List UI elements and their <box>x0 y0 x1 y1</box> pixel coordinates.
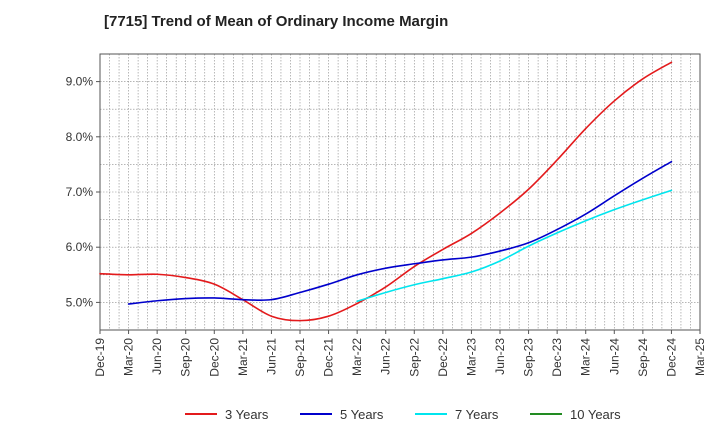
x-tick-label: Mar-25 <box>693 338 707 376</box>
y-tick-label: 8.0% <box>66 130 94 144</box>
legend-label: 3 Years <box>225 407 269 422</box>
x-tick-label: Dec-24 <box>664 338 678 377</box>
legend-label: 7 Years <box>455 407 499 422</box>
legend-item-5-years: 5 Years <box>300 407 384 422</box>
x-tick-label: Dec-23 <box>550 338 564 377</box>
series-line-3-years <box>99 61 673 322</box>
x-tick-label: Jun-21 <box>264 338 278 375</box>
x-tick-label: Jun-20 <box>150 338 164 375</box>
axis-layer: 5.0% 6.0% 7.0% 8.0% 9.0% Dec-19 Mar-20 Jun-20 Se… <box>66 53 707 377</box>
x-tick-label: Mar-24 <box>579 338 593 376</box>
y-tick-label: 7.0% <box>66 185 94 199</box>
x-tick-label: Sep-22 <box>407 338 421 377</box>
legend-label: 5 Years <box>340 407 384 422</box>
x-tick-label: Mar-21 <box>236 338 250 376</box>
legend-item-7-years: 7 Years <box>415 407 499 422</box>
series-line-5-years <box>127 160 673 305</box>
legend-label: 10 Years <box>570 407 621 422</box>
x-tick-label: Mar-23 <box>464 338 478 376</box>
x-tick-label: Dec-22 <box>436 338 450 377</box>
y-tick-label: 6.0% <box>66 240 94 254</box>
legend-item-3-years: 3 Years <box>185 407 269 422</box>
series-layer <box>99 61 673 322</box>
series-line-7-years <box>356 189 673 303</box>
x-tick-label: Mar-22 <box>350 338 364 376</box>
grid-layer <box>100 54 700 330</box>
x-tick-label: Dec-21 <box>322 338 336 377</box>
chart-title: [7715] Trend of Mean of Ordinary Income … <box>104 13 449 30</box>
x-tick-label: Sep-21 <box>293 338 307 377</box>
x-tick-label: Dec-20 <box>207 338 221 377</box>
y-tick-label: 5.0% <box>66 295 94 309</box>
y-tick-label: 9.0% <box>66 75 94 89</box>
x-tick-label: Sep-23 <box>522 338 536 377</box>
x-tick-label: Jun-23 <box>493 338 507 375</box>
x-tick-label: Sep-20 <box>179 338 193 377</box>
legend-item-10-years: 10 Years <box>530 407 621 422</box>
x-tick-label: Jun-22 <box>379 338 393 375</box>
legend: 3 Years 5 Years 7 Years 10 Years <box>185 407 621 422</box>
x-tick-label: Mar-20 <box>122 338 136 376</box>
x-tick-label: Dec-19 <box>93 338 107 377</box>
x-tick-label: Jun-24 <box>607 338 621 375</box>
x-tick-label: Sep-24 <box>636 338 650 377</box>
